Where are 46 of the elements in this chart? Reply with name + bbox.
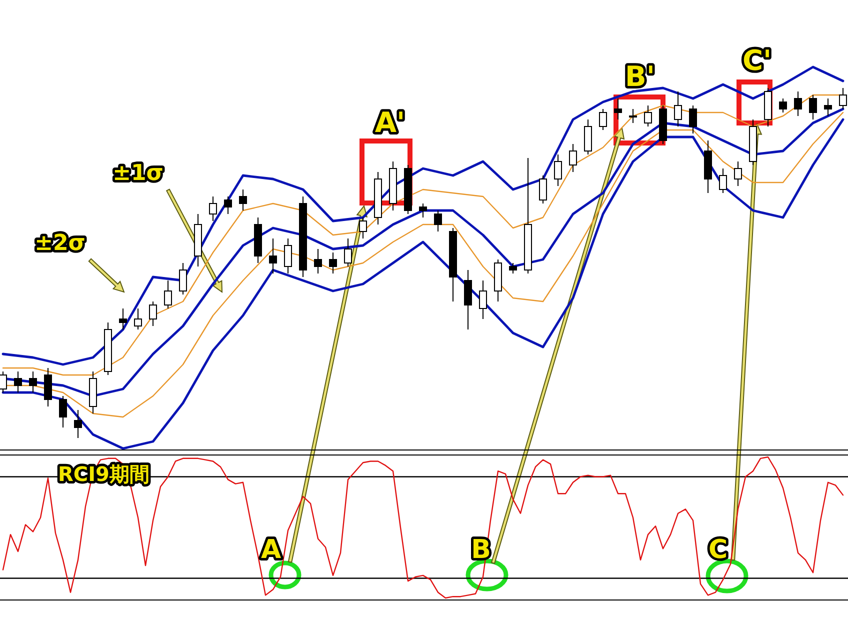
candlestick	[809, 94, 817, 120]
text: C'	[742, 44, 772, 77]
candlestick	[284, 238, 292, 274]
candlestick	[629, 108, 637, 124]
candlestick	[329, 252, 337, 274]
candlestick	[269, 238, 277, 274]
candlestick	[674, 91, 682, 127]
candlestick	[719, 168, 727, 194]
annotation: ±1σ	[112, 161, 164, 186]
candlestick	[734, 161, 742, 186]
candlestick	[314, 248, 322, 274]
candlestick	[434, 210, 442, 232]
candlestick	[599, 108, 607, 130]
candlestick	[224, 196, 232, 214]
candlestick	[14, 371, 22, 393]
candlestick	[779, 98, 787, 113]
candlestick	[134, 308, 142, 330]
candlestick	[689, 105, 697, 134]
candlestick	[359, 217, 367, 239]
annotation: C	[708, 535, 728, 565]
candlestick	[0, 371, 7, 393]
candlestick	[74, 410, 82, 438]
candlestick	[239, 189, 247, 211]
candlestick	[569, 144, 577, 172]
candlestick	[539, 175, 547, 204]
candlestick	[479, 280, 487, 320]
candlestick	[344, 238, 352, 267]
candlestick	[419, 203, 427, 218]
annotation: B'	[625, 60, 655, 93]
candlestick	[644, 105, 652, 127]
candlestick	[119, 308, 127, 330]
candlestick	[839, 88, 847, 110]
candlestick	[209, 196, 217, 222]
candlestick	[509, 262, 517, 274]
candlestick	[29, 371, 37, 393]
annotation: A	[260, 535, 282, 565]
candlestick	[554, 154, 562, 186]
candlestick	[164, 280, 172, 309]
candlestick	[59, 396, 67, 428]
candlestick	[179, 262, 187, 295]
annotation: A'	[374, 106, 406, 139]
candlestick	[614, 98, 622, 120]
candlestick	[794, 91, 802, 116]
annotation: ±2σ	[34, 231, 86, 256]
candlestick	[824, 98, 832, 116]
candlestick	[149, 301, 157, 326]
